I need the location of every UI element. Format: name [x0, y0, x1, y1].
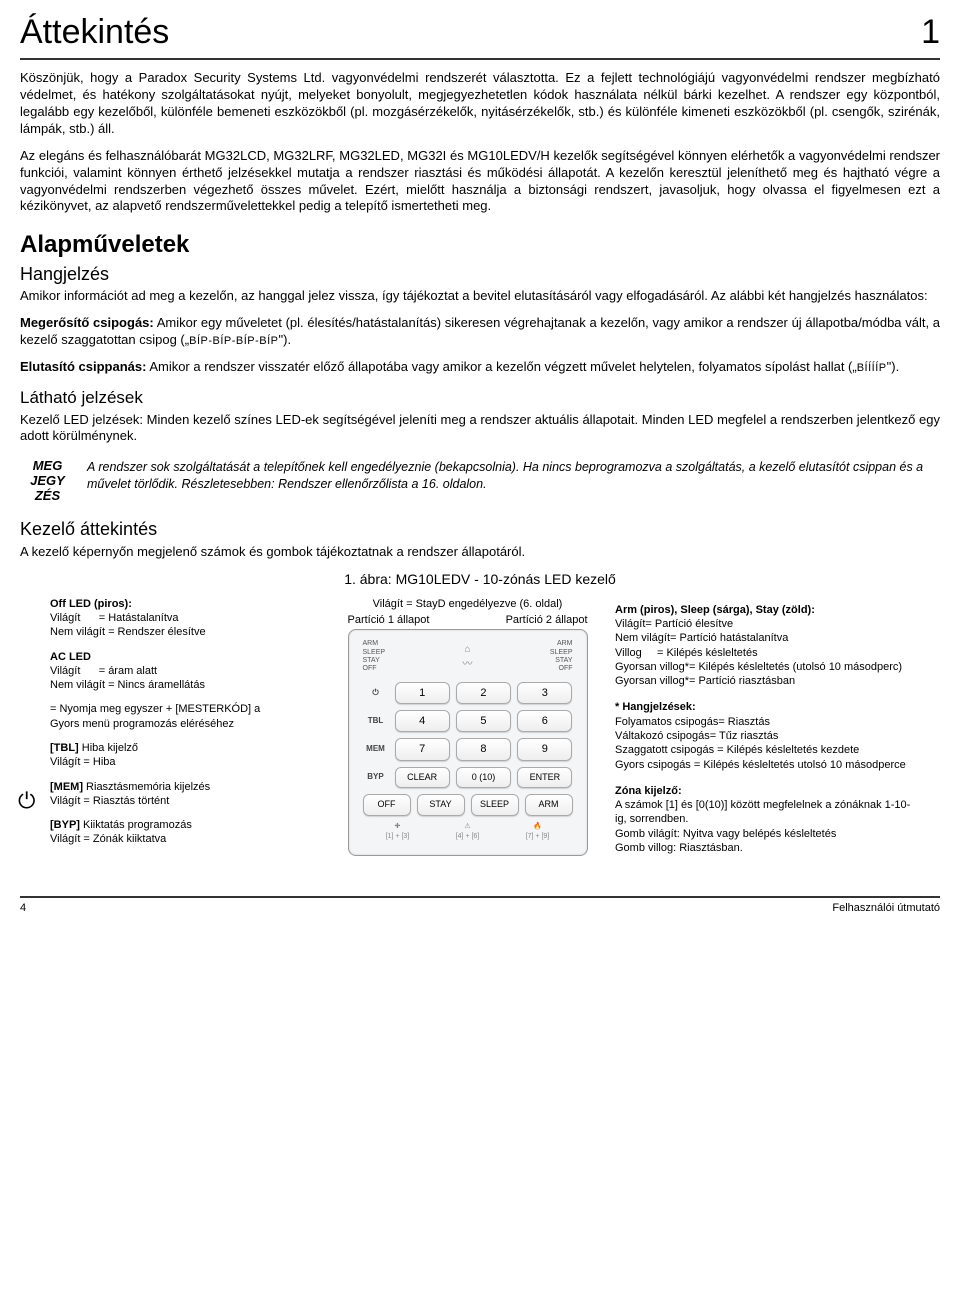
- reject-beep-label: Elutasító csippanás:: [20, 359, 146, 374]
- page-header: Áttekintés 1: [20, 10, 940, 60]
- subsection-overview: Kezelő áttekintés: [20, 518, 940, 541]
- confirm-beep-para: Megerősítő csipogás: Amikor egy művelete…: [20, 315, 940, 349]
- keypad-footer-icons: ✚[1] + [3] ⚠[4] + [6] 🔥[7] + [9]: [363, 822, 573, 841]
- key-2[interactable]: 2: [456, 682, 511, 704]
- audio-intro: Amikor információt ad meg a kezelőn, az …: [20, 288, 940, 305]
- page-title: Áttekintés: [20, 10, 169, 54]
- off-led-block: Off LED (piros): Világít = Hatástalanítv…: [50, 597, 320, 640]
- key-arm[interactable]: ARM: [525, 794, 573, 816]
- tbl-block: [TBL] Hiba kijelző Világít = Hiba: [50, 741, 320, 770]
- key-stay[interactable]: STAY: [417, 794, 465, 816]
- key-3[interactable]: 3: [517, 682, 572, 704]
- section-basic-ops: Alapműveletek: [20, 229, 940, 260]
- page-number: 4: [20, 901, 26, 915]
- reject-beep-end: ").: [887, 359, 900, 374]
- key-off[interactable]: OFF: [363, 794, 411, 816]
- byp-block: [BYP] Kiiktatás programozás Világít = Zó…: [50, 818, 320, 847]
- power-icon: ⏻: [18, 787, 35, 816]
- subsection-audio: Hangjelzés: [20, 263, 940, 286]
- overview-para: A kezelő képernyőn megjelenő számok és g…: [20, 544, 940, 561]
- key-4[interactable]: 4: [395, 710, 450, 732]
- key-sleep[interactable]: SLEEP: [471, 794, 519, 816]
- figure-right-callouts: Arm (piros), Sleep (sárga), Stay (zöld):…: [615, 597, 915, 857]
- chapter-number: 1: [921, 10, 940, 54]
- ac-led-block: AC LED Világít = áram alatt Nem világít …: [50, 650, 320, 693]
- keypad-led-row: ARM SLEEP STAY OFF ⌂〰 ARM SLEEP STAY OFF: [363, 640, 573, 674]
- reject-beep-text: Amikor a rendszer visszatér előző állapo…: [146, 359, 856, 374]
- note-block: MEG JEGY ZÉS A rendszer sok szolgáltatás…: [20, 459, 940, 504]
- note-body: A rendszer sok szolgáltatását a telepítő…: [87, 459, 940, 492]
- figure-caption: 1. ábra: MG10LEDV - 10-zónás LED kezelő: [20, 570, 940, 588]
- visual-para: Kezelő LED jelzések: Minden kezelő színe…: [20, 412, 940, 446]
- footer-label: Felhasználói útmutató: [832, 901, 940, 915]
- key-0[interactable]: 0 (10): [456, 767, 511, 789]
- key-clear[interactable]: CLEAR: [395, 767, 450, 789]
- key-7[interactable]: 7: [395, 738, 450, 760]
- confirm-beep-end: ").: [279, 332, 292, 347]
- hang-block: * Hangjelzések: Folyamatos csipogás= Ria…: [615, 700, 915, 771]
- note-label: MEG JEGY ZÉS: [20, 459, 75, 504]
- reject-beep-para: Elutasító csippanás: Amikor a rendszer v…: [20, 359, 940, 376]
- power-block: = Nyomja meg egyszer + [MESTERKÓD] a Gyo…: [50, 702, 320, 731]
- figure-left-callouts: Off LED (piros): Világít = Hatástalanítv…: [20, 597, 320, 857]
- zone-block: Zóna kijelző: A számok [1] és [0(10)] kö…: [615, 784, 915, 855]
- figure-keypad-column: Világít = StayD engedélyezve (6. oldal) …: [330, 597, 605, 857]
- key-8[interactable]: 8: [456, 738, 511, 760]
- figure-area: Off LED (piros): Világít = Hatástalanítv…: [20, 597, 940, 857]
- page-footer: 4 Felhasználói útmutató: [20, 896, 940, 915]
- confirm-beep-text: Amikor egy műveletet (pl. élesítés/hatás…: [20, 315, 940, 347]
- arm-sleep-stay-block: Arm (piros), Sleep (sárga), Stay (zöld):…: [615, 603, 915, 689]
- key-5[interactable]: 5: [456, 710, 511, 732]
- stayd-label: Világít = StayD engedélyezve (6. oldal): [373, 597, 563, 611]
- reject-beep-sound: BÍÍÍÍP: [857, 362, 887, 374]
- confirm-beep-label: Megerősítő csipogás:: [20, 315, 154, 330]
- partition-labels: Partíció 1 állapot Partíció 2 állapot: [348, 613, 588, 627]
- key-9[interactable]: 9: [517, 738, 572, 760]
- key-enter[interactable]: ENTER: [517, 767, 572, 789]
- subsection-visual: Látható jelzések: [20, 387, 940, 409]
- confirm-beep-sound: BÍP-BÍP-BÍP-BÍP: [189, 335, 278, 347]
- intro-para-2: Az elegáns és felhasználóbarát MG32LCD, …: [20, 148, 940, 216]
- mem-block: [MEM] Riasztásmemória kijelzés Világít =…: [50, 780, 320, 809]
- key-1[interactable]: 1: [395, 682, 450, 704]
- keypad-diagram: ARM SLEEP STAY OFF ⌂〰 ARM SLEEP STAY OFF…: [348, 629, 588, 856]
- intro-para-1: Köszönjük, hogy a Paradox Security Syste…: [20, 70, 940, 138]
- key-6[interactable]: 6: [517, 710, 572, 732]
